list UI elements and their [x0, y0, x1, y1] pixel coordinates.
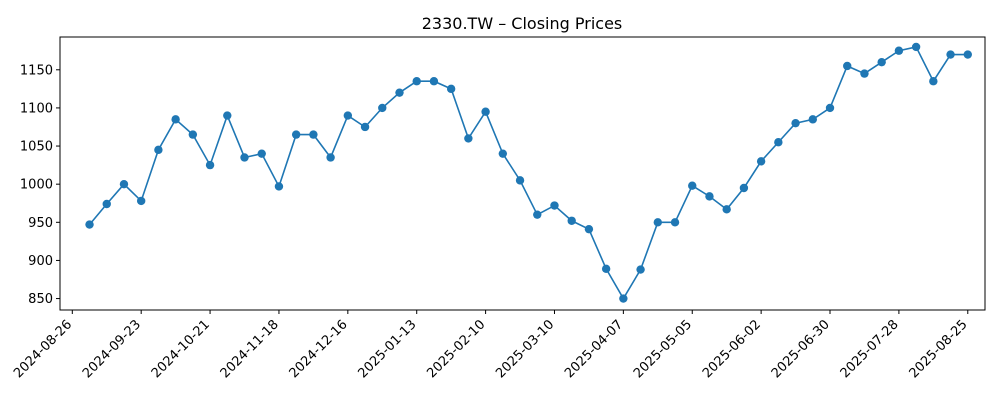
- data-point: [291, 130, 301, 139]
- x-tick-label: 2024-09-23: [80, 317, 144, 381]
- x-tick-label: 2025-06-02: [700, 317, 764, 381]
- x-tick-label: 2024-12-16: [287, 317, 351, 381]
- data-point: [240, 153, 249, 162]
- data-point: [843, 61, 852, 71]
- data-point: [739, 183, 749, 193]
- y-tick-label: 1150: [20, 63, 53, 78]
- data-point: [946, 50, 955, 59]
- data-point: [774, 138, 783, 147]
- data-point: [154, 145, 163, 155]
- data-point: [481, 107, 490, 116]
- data-point: [601, 264, 611, 274]
- data-point: [171, 115, 180, 124]
- x-tick-label: 2025-04-07: [562, 317, 626, 381]
- data-point: [653, 218, 663, 227]
- data-point: [670, 218, 680, 227]
- data-point: [515, 176, 525, 185]
- data-point: [429, 77, 439, 86]
- x-tick-label: 2025-02-10: [424, 317, 488, 381]
- data-point: [188, 130, 198, 139]
- y-tick-label: 1050: [20, 140, 53, 155]
- x-tick-label: 2024-11-18: [218, 317, 282, 381]
- data-point: [309, 130, 318, 139]
- data-point: [395, 88, 404, 97]
- x-tick-label: 2025-01-13: [356, 317, 420, 381]
- data-point: [636, 265, 645, 274]
- data-point: [963, 50, 972, 59]
- series-line: [88, 45, 968, 301]
- data-point: [533, 210, 542, 219]
- y-tick-label: 1100: [20, 101, 53, 116]
- data-point: [360, 122, 370, 132]
- data-point: [584, 224, 594, 234]
- x-tick-label: 2025-08-25: [907, 317, 971, 381]
- y-tick-label: 950: [28, 216, 53, 231]
- data-point: [85, 220, 94, 229]
- data-point: [791, 118, 800, 128]
- x-tick-label: 2025-06-30: [769, 317, 833, 381]
- data-point: [274, 182, 284, 191]
- data-point: [929, 77, 938, 86]
- data-point: [343, 111, 353, 120]
- x-tick-label: 2024-08-26: [11, 317, 75, 381]
- data-point: [619, 294, 628, 303]
- x-tick-label: 2025-03-10: [493, 317, 557, 381]
- data-point: [498, 149, 508, 158]
- data-point: [722, 205, 731, 214]
- data-point: [860, 69, 869, 78]
- data-point: [136, 196, 146, 206]
- x-tick-label: 2025-07-28: [838, 317, 902, 381]
- y-tick-label: 900: [28, 254, 53, 269]
- data-point: [550, 201, 559, 210]
- data-point: [446, 84, 456, 94]
- data-point: [119, 179, 129, 189]
- y-tick-label: 850: [28, 292, 53, 307]
- data-point: [894, 46, 904, 55]
- x-tick-label: 2024-10-21: [149, 317, 213, 381]
- data-point: [412, 77, 421, 86]
- data-point: [877, 57, 886, 67]
- data-point: [257, 149, 266, 158]
- plot-frame: [59, 36, 986, 311]
- series-layer: [85, 42, 972, 303]
- chart-title: 2330.TW – Closing Prices: [422, 14, 623, 33]
- data-point: [464, 134, 473, 143]
- data-point: [756, 157, 766, 166]
- x-axis: 2024-08-26 2024-09-23 2024-10-21 2024-11-18…: [11, 310, 971, 381]
- data-point: [378, 103, 387, 113]
- data-point: [808, 115, 817, 124]
- y-tick-label: 1000: [20, 178, 53, 193]
- data-point: [326, 153, 335, 162]
- data-point: [205, 160, 215, 170]
- data-point: [911, 42, 921, 52]
- data-point: [567, 216, 576, 225]
- x-tick-label: 2025-05-05: [631, 317, 695, 381]
- data-point: [102, 199, 111, 209]
- data-point: [688, 181, 697, 190]
- data-point: [825, 103, 835, 113]
- y-axis: 850 900 950 1000 1050 1100 1150: [20, 63, 60, 307]
- data-point: [705, 192, 714, 201]
- data-point: [223, 111, 232, 120]
